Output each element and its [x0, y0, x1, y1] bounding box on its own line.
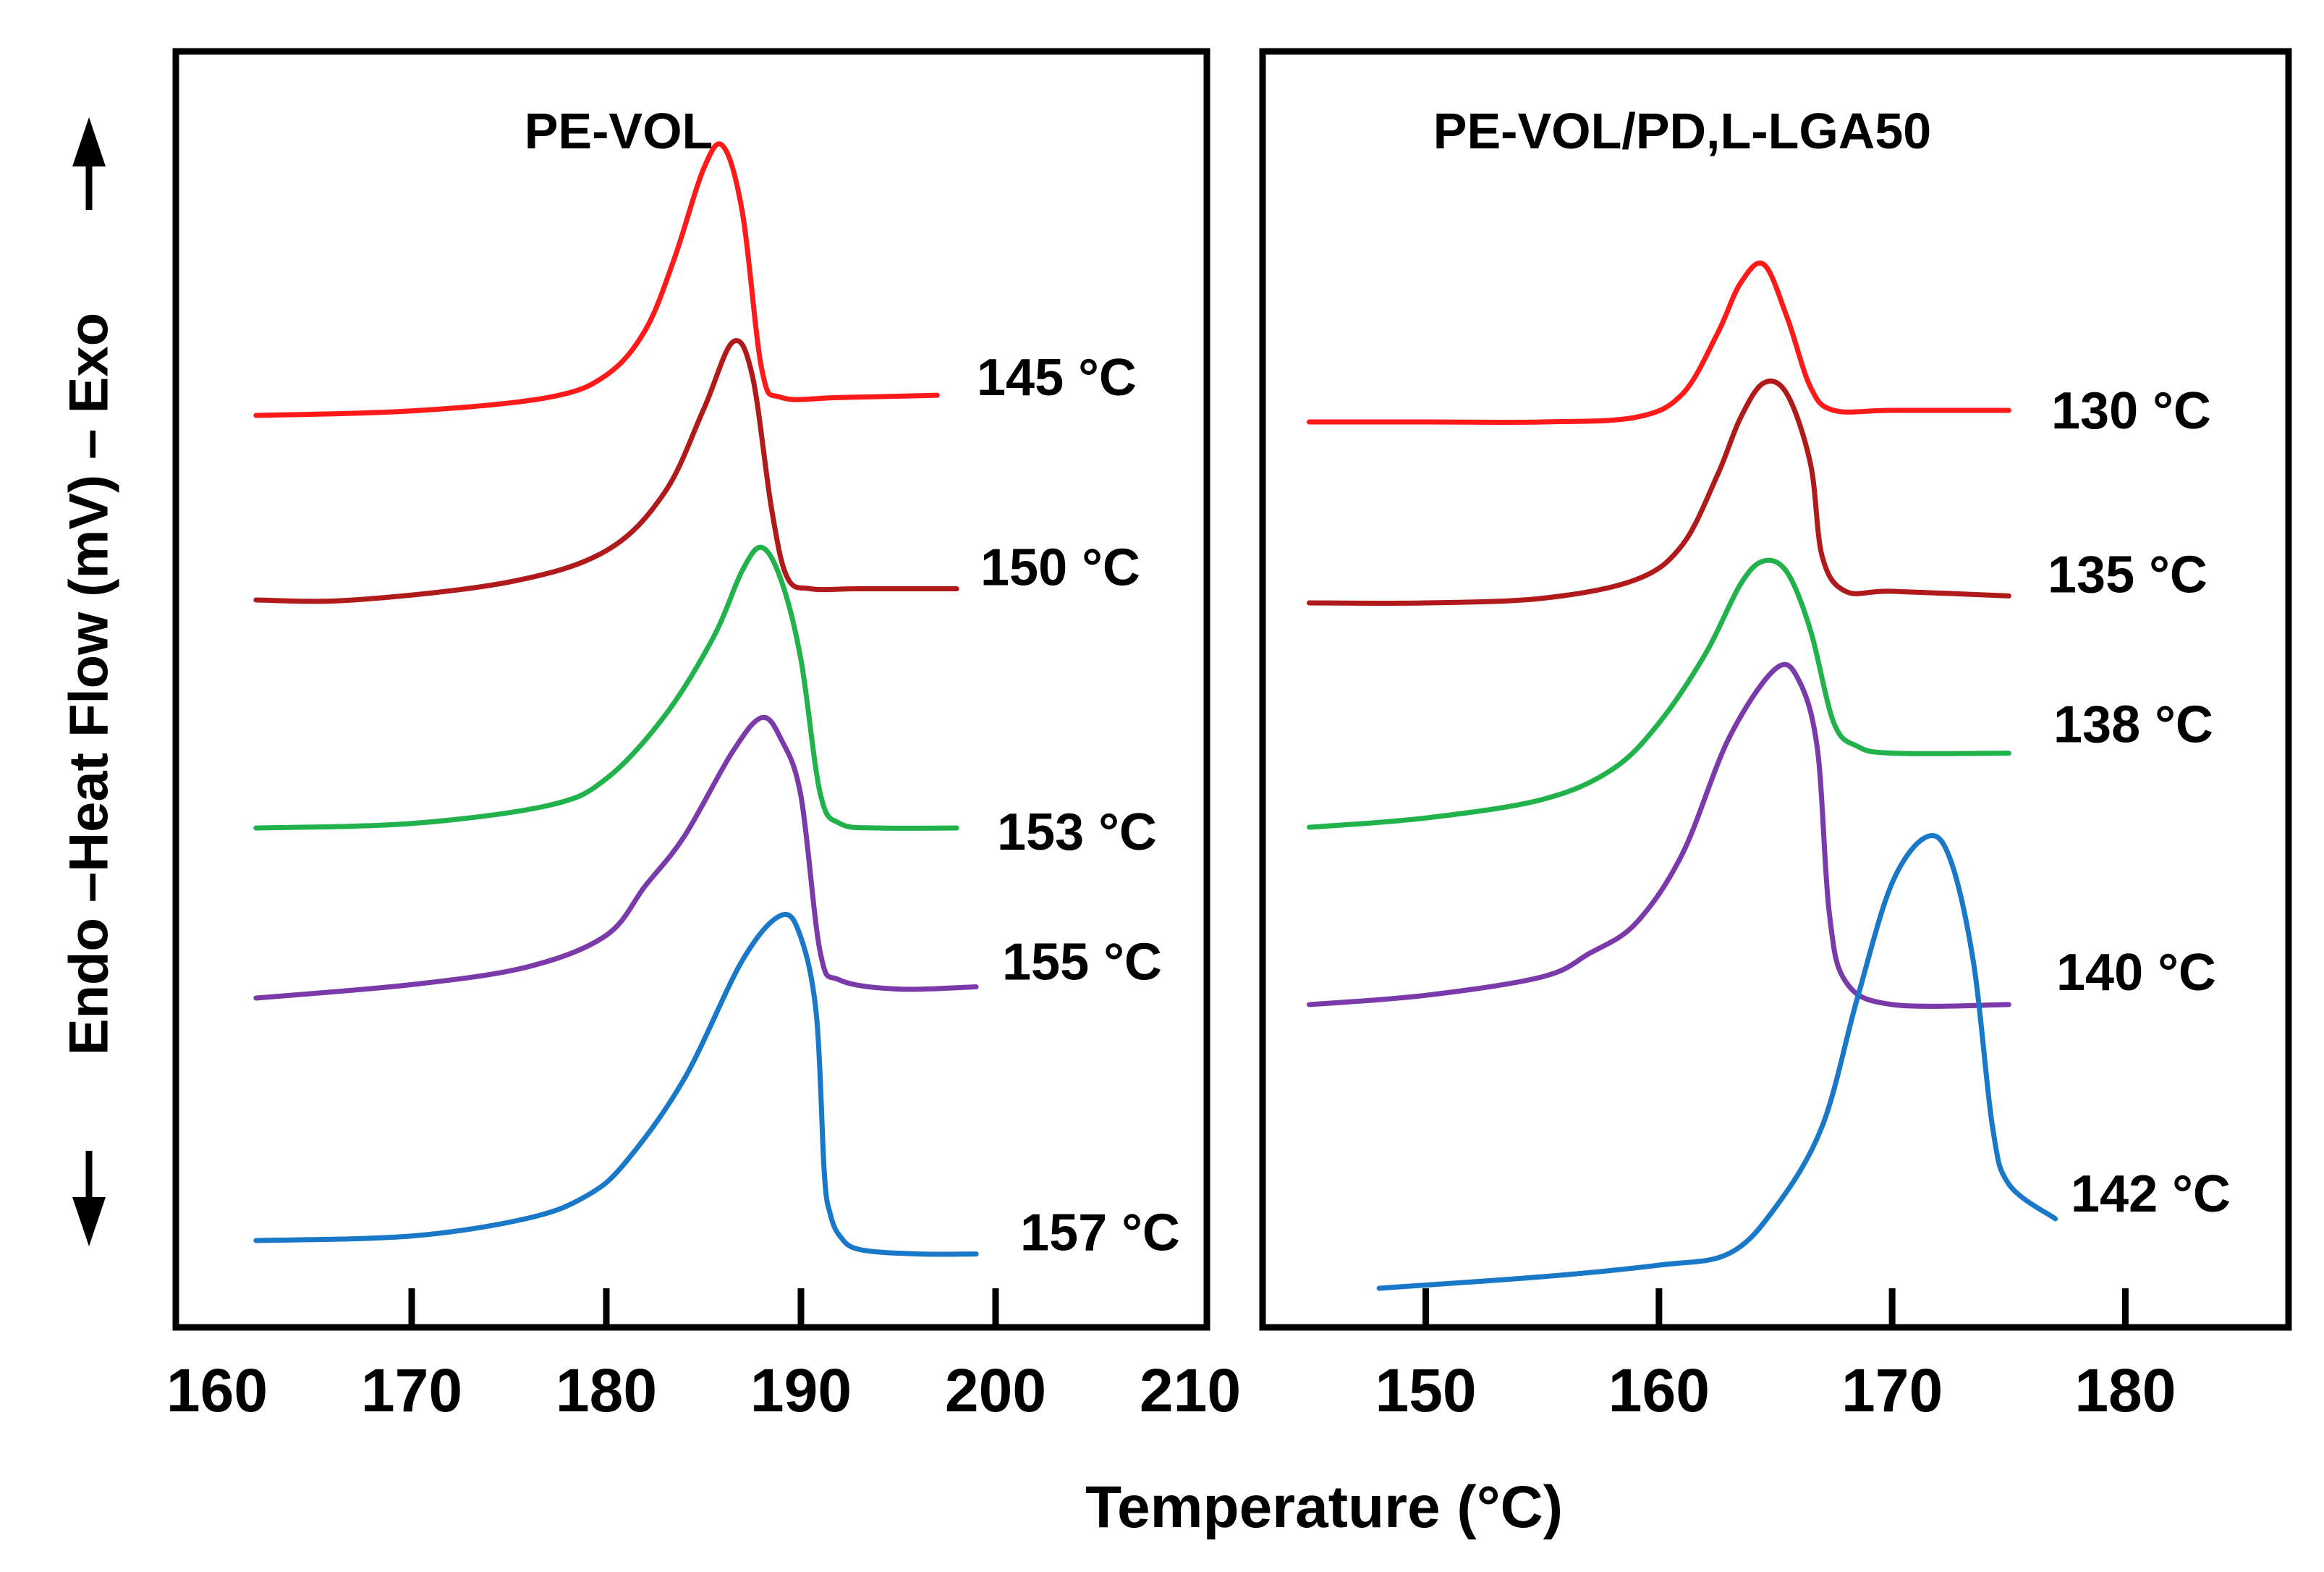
y-axis-label: Endo –Heat Flow (mV) – Exo: [59, 313, 120, 1055]
panel-left-x-ticks: 160 170 180 190 200 210: [166, 1288, 1241, 1424]
y-axis-arrow-down-icon: [72, 1197, 106, 1246]
panel-right-frame: [1259, 48, 2292, 1331]
panel-left-curves: [253, 141, 979, 1257]
y-axis-label-backdrop: [43, 210, 135, 1151]
y-axis-label-group: Endo –Heat Flow (mV) – Exo: [43, 117, 135, 1246]
x-tick-label: 170: [1841, 1356, 1943, 1424]
y-axis-arrow-up-icon: [72, 117, 106, 166]
x-tick-label: 190: [750, 1356, 852, 1424]
curve-label: 150 °C: [980, 539, 1140, 597]
curve-155c: [253, 714, 979, 1001]
curve-138c: [1307, 557, 2011, 830]
panel-left-frame: [172, 48, 1210, 1331]
x-tick-label: 170: [361, 1356, 462, 1424]
x-tick-label: 180: [556, 1356, 657, 1424]
curve-142c: [1376, 833, 2058, 1291]
panel-right-curve-labels: 130 °C 135 °C 138 °C 140 °C 142 °C: [2048, 382, 2231, 1223]
curve-label: 155 °C: [1002, 934, 1162, 992]
curve-label: 138 °C: [2053, 696, 2213, 754]
panel-left-title: PE-VOL: [525, 103, 713, 159]
panel-right-x-ticks: 150 160 170 180: [1375, 1288, 2176, 1424]
curve-label: 135 °C: [2048, 546, 2208, 604]
x-tick-label: 180: [2074, 1356, 2176, 1424]
x-tick-label: 200: [945, 1356, 1046, 1424]
curve-label: 157 °C: [1020, 1204, 1180, 1262]
curve-label: 145 °C: [977, 349, 1137, 407]
x-tick-label: 150: [1375, 1356, 1477, 1424]
curve-153c: [253, 544, 959, 831]
panel-right-title: PE-VOL/PD,L-LGA50: [1433, 103, 1931, 159]
curve-157c: [253, 911, 979, 1257]
curve-label: 130 °C: [2051, 382, 2211, 440]
panel-right-curves: [1307, 261, 2058, 1291]
curve-130c: [1307, 261, 2011, 425]
curve-label: 140 °C: [2056, 944, 2216, 1002]
curve-140c: [1307, 662, 2011, 1009]
panel-left-curve-labels: 145 °C 150 °C 153 °C 155 °C 157 °C: [977, 349, 1180, 1262]
x-tick-label: 160: [166, 1356, 268, 1424]
curve-150c: [253, 338, 959, 604]
curve-135c: [1307, 379, 2011, 606]
curve-label: 153 °C: [997, 803, 1157, 861]
x-tick-label: 160: [1608, 1356, 1710, 1424]
x-tick-label: 210: [1140, 1356, 1241, 1424]
curve-label: 142 °C: [2071, 1165, 2231, 1223]
curve-145c: [253, 141, 940, 418]
x-axis-label: Temperature (°C): [1085, 1474, 1563, 1540]
